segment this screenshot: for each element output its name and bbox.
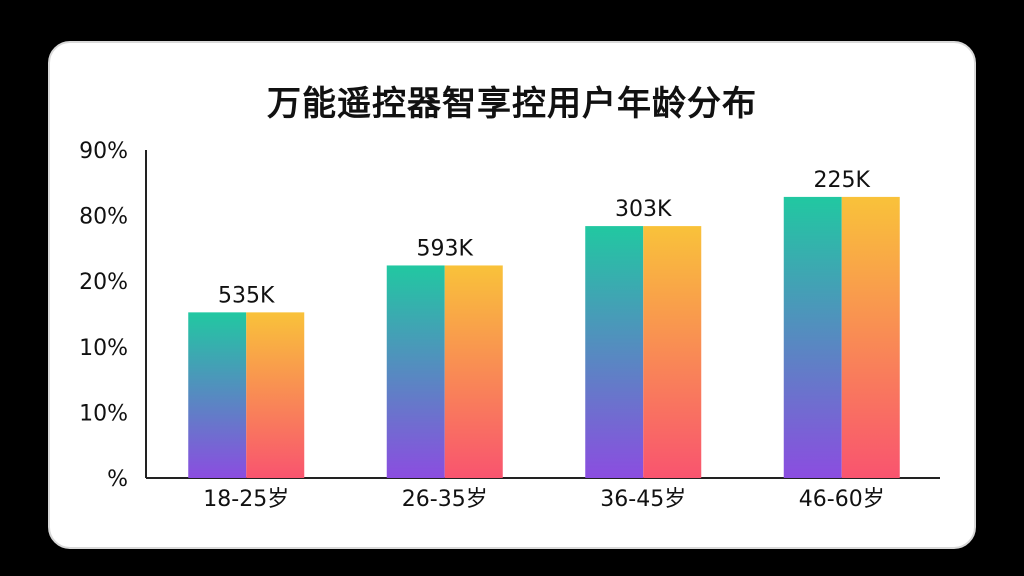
bar-series-2 xyxy=(643,226,702,478)
y-tick-label: 80% xyxy=(79,205,128,230)
x-category-label: 36-45岁 xyxy=(600,487,686,512)
y-tick-label: 10% xyxy=(79,336,128,361)
chart-title: 万能遥控器智享控用户年龄分布 xyxy=(267,84,757,124)
bar-series-1 xyxy=(188,312,247,478)
bar-series-2 xyxy=(841,196,900,479)
bar-series-1 xyxy=(783,196,842,479)
data-label: 303K xyxy=(615,197,672,222)
bar-series-1 xyxy=(386,265,445,478)
y-tick-label: 10% xyxy=(79,401,128,426)
y-tick-label: 90% xyxy=(79,139,128,164)
bar-series-2 xyxy=(444,265,503,478)
y-tick-label: 20% xyxy=(79,270,128,295)
data-label: 225K xyxy=(814,168,871,193)
bar-series-2 xyxy=(246,312,305,478)
bar-series-1 xyxy=(585,226,644,478)
data-label: 535K xyxy=(218,283,275,308)
x-category-label: 46-60岁 xyxy=(799,487,885,512)
x-category-label: 18-25岁 xyxy=(203,487,289,512)
data-label: 593K xyxy=(417,236,474,261)
x-category-label: 26-35岁 xyxy=(402,487,488,512)
y-tick-label: % xyxy=(107,467,128,492)
